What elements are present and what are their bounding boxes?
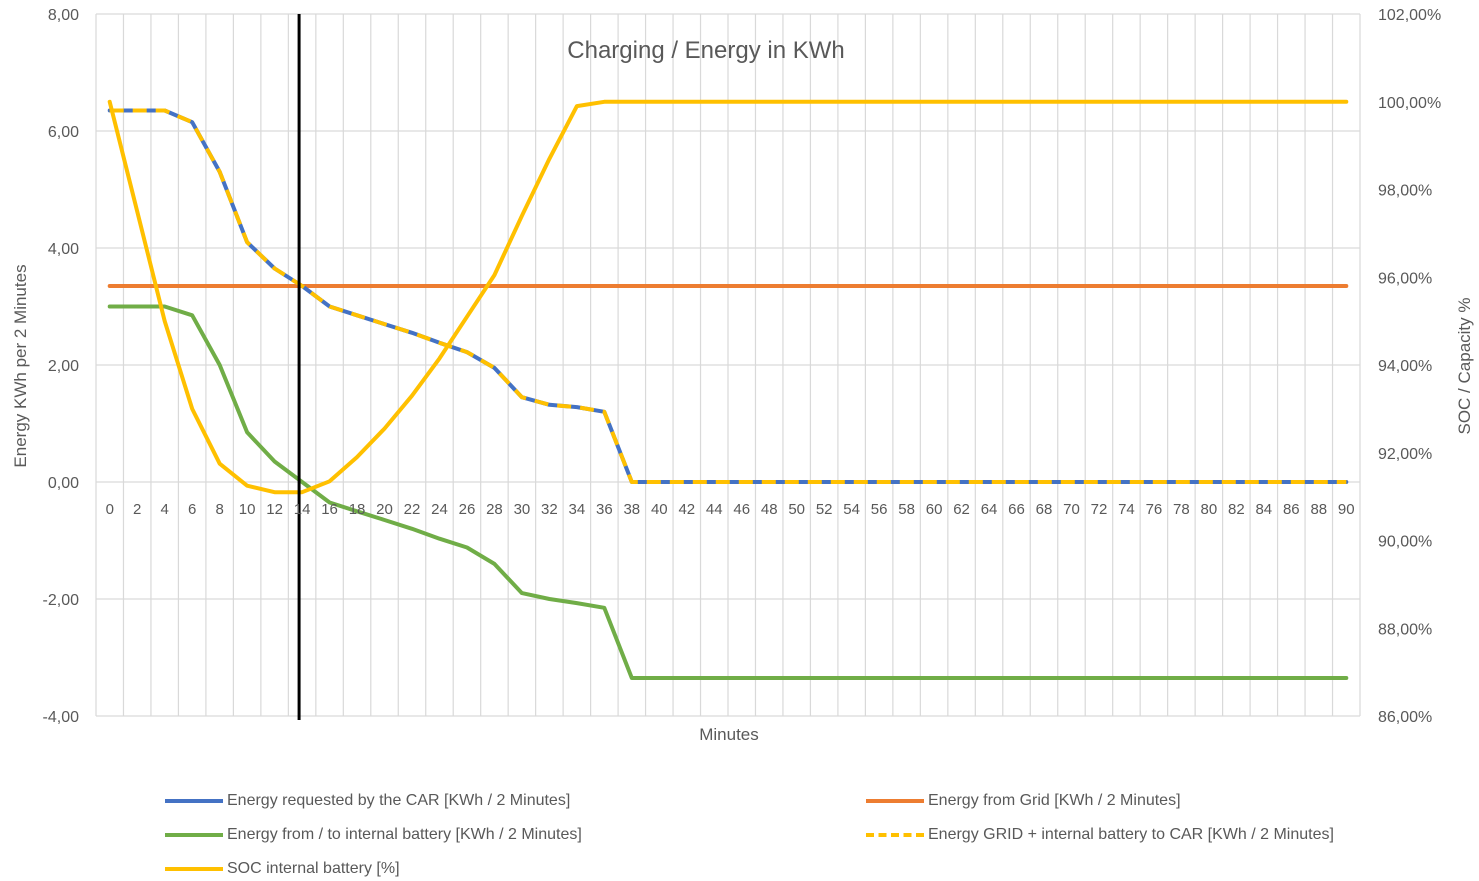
x-tick-label: 40 [651, 501, 668, 518]
x-axis-label: Minutes [699, 725, 759, 744]
x-tick-label: 20 [376, 501, 393, 518]
x-tick-label: 70 [1063, 501, 1080, 518]
y2-tick-label: 102,00% [1378, 7, 1441, 24]
y2-tick-label: 92,00% [1378, 446, 1432, 463]
x-tick-label: 2 [133, 501, 141, 518]
x-tick-label: 30 [514, 501, 531, 518]
x-tick-label: 18 [349, 501, 366, 518]
x-tick-label: 64 [981, 501, 998, 518]
x-tick-label: 48 [761, 501, 778, 518]
x-tick-label: 84 [1255, 501, 1272, 518]
x-tick-label: 62 [953, 501, 970, 518]
y2-tick-label: 100,00% [1378, 95, 1441, 112]
tick-layer: -4,00 -2,00 0,00 2,00 4,00 6,00 8,00 86,00% 88,0… [43, 7, 1442, 726]
x-tick-label: 12 [266, 501, 283, 518]
x-tick-label: 44 [706, 501, 723, 518]
y2-tick-label: 98,00% [1378, 183, 1432, 200]
y2-tick-label: 86,00% [1378, 709, 1432, 726]
x-tick-label: 4 [161, 501, 169, 518]
x-tick-label: 66 [1008, 501, 1025, 518]
x-tick-label: 36 [596, 501, 613, 518]
x-tick-label: 86 [1283, 501, 1300, 518]
x-tick-label: 88 [1310, 501, 1327, 518]
x-tick-label: 56 [871, 501, 888, 518]
y-tick-label: 2,00 [48, 358, 79, 375]
x-tick-label: 10 [239, 501, 256, 518]
chart-title: Charging / Energy in KWh [567, 37, 844, 64]
x-tick-label: 52 [816, 501, 833, 518]
series-line [109, 108, 1347, 484]
x-tick-label: 16 [321, 501, 338, 518]
x-tick-label: 90 [1338, 501, 1355, 518]
x-tick-label: 74 [1118, 501, 1135, 518]
x-tick-label: 28 [486, 501, 503, 518]
x-tick-label: 24 [431, 501, 448, 518]
y2-tick-label: 94,00% [1378, 358, 1432, 375]
y-tick-label: 6,00 [48, 124, 79, 141]
y2-tick-label: 96,00% [1378, 270, 1432, 287]
x-tick-label: 0 [106, 501, 114, 518]
x-tick-label: 72 [1091, 501, 1108, 518]
y-tick-label: -2,00 [43, 592, 80, 609]
y-tick-label: 8,00 [48, 7, 79, 24]
x-tick-label: 34 [569, 501, 586, 518]
y-tick-label: 0,00 [48, 475, 79, 492]
y-axis-label: Energy KWh per 2 Minutes [11, 264, 30, 467]
x-tick-label: 38 [623, 501, 640, 518]
x-tick-label: 26 [459, 501, 476, 518]
x-tick-label: 82 [1228, 501, 1245, 518]
x-tick-label: 46 [733, 501, 750, 518]
x-tick-label: 14 [294, 501, 311, 518]
x-tick-label: 32 [541, 501, 558, 518]
x-tick-label: 8 [215, 501, 223, 518]
y2-tick-label: 88,00% [1378, 621, 1432, 638]
x-tick-label: 22 [404, 501, 421, 518]
series-line [107, 99, 1349, 495]
x-tick-label: 54 [843, 501, 860, 518]
y-tick-label: -4,00 [43, 709, 80, 726]
series-layer [107, 99, 1349, 680]
series-line [107, 304, 1349, 680]
y2-tick-label: 90,00% [1378, 534, 1432, 551]
x-tick-label: 78 [1173, 501, 1190, 518]
x-tick-label: 76 [1146, 501, 1163, 518]
x-tick-label: 6 [188, 501, 196, 518]
x-tick-label: 58 [898, 501, 915, 518]
x-tick-label: 68 [1036, 501, 1053, 518]
y2-axis-label: SOC / Capacity % [1455, 298, 1474, 435]
x-tick-label: 80 [1201, 501, 1218, 518]
x-tick-label: 42 [678, 501, 695, 518]
x-tick-label: 60 [926, 501, 943, 518]
grid-layer [95, 13, 1361, 717]
x-tick-label: 50 [788, 501, 805, 518]
y-tick-label: 4,00 [48, 241, 79, 258]
